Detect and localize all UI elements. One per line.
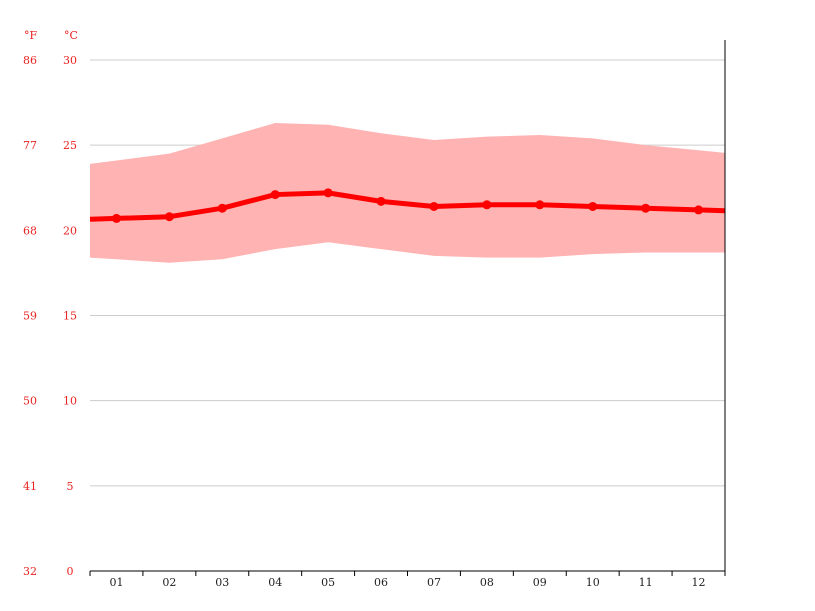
y-tick-label-f: 86 — [23, 54, 37, 67]
temperature-range-band — [90, 123, 725, 263]
x-tick-label-02: 02 — [162, 576, 176, 589]
mean-point-08 — [482, 200, 492, 210]
y-tick-label-c: 25 — [63, 139, 77, 152]
mean-point-07 — [429, 201, 439, 211]
y-tick-label-c: 30 — [63, 54, 77, 67]
y-tick-label-f: 68 — [23, 224, 37, 237]
celsius-unit-label: °C — [64, 29, 78, 42]
y-tick-label-c: 15 — [63, 310, 77, 323]
y-tick-label-f: 32 — [23, 565, 37, 578]
y-tick-label-f: 59 — [23, 310, 37, 323]
y-tick-label-c: 10 — [63, 395, 77, 408]
y-tick-label-c: 0 — [67, 565, 74, 578]
x-tick-label-01: 01 — [109, 576, 123, 589]
y-tick-label-f: 41 — [23, 480, 37, 493]
mean-temperature-line — [89, 190, 726, 222]
y-tick-label-f: 50 — [23, 395, 37, 408]
mean-point-12 — [694, 205, 704, 215]
mean-point-09 — [535, 200, 545, 210]
gridlines — [90, 59, 725, 487]
mean-point-02 — [164, 212, 174, 222]
y-tick-label-f: 77 — [23, 139, 37, 152]
x-tick-label-08: 08 — [480, 576, 494, 589]
x-tick-label-05: 05 — [321, 576, 335, 589]
x-tick-label-11: 11 — [639, 576, 653, 589]
x-tick-label-10: 10 — [586, 576, 600, 589]
x-tick-label-09: 09 — [533, 576, 547, 589]
mean-point-06 — [376, 196, 386, 206]
mean-point-11 — [641, 203, 651, 213]
x-tick-label-07: 07 — [427, 576, 441, 589]
mean-temperature-points — [111, 188, 704, 223]
mean-point-04 — [270, 190, 280, 200]
y-tick-label-c: 20 — [63, 224, 77, 237]
x-tick-label-06: 06 — [374, 576, 388, 589]
x-tick-label-03: 03 — [215, 576, 229, 589]
fahrenheit-unit-label: °F — [24, 29, 38, 42]
y-axis-labels: 32 0 41 5 50 10 59 15 68 20 77 25 86 30 — [23, 54, 77, 578]
x-tick-label-04: 04 — [268, 576, 282, 589]
mean-point-10 — [588, 201, 598, 211]
x-tick-label-12: 12 — [692, 576, 706, 589]
mean-point-01 — [111, 213, 121, 223]
y-tick-label-c: 5 — [67, 480, 74, 493]
mean-point-03 — [217, 203, 227, 213]
x-axis-ticks: 01 02 03 04 05 06 07 08 09 10 11 12 — [89, 571, 726, 589]
mean-point-05 — [323, 188, 333, 198]
